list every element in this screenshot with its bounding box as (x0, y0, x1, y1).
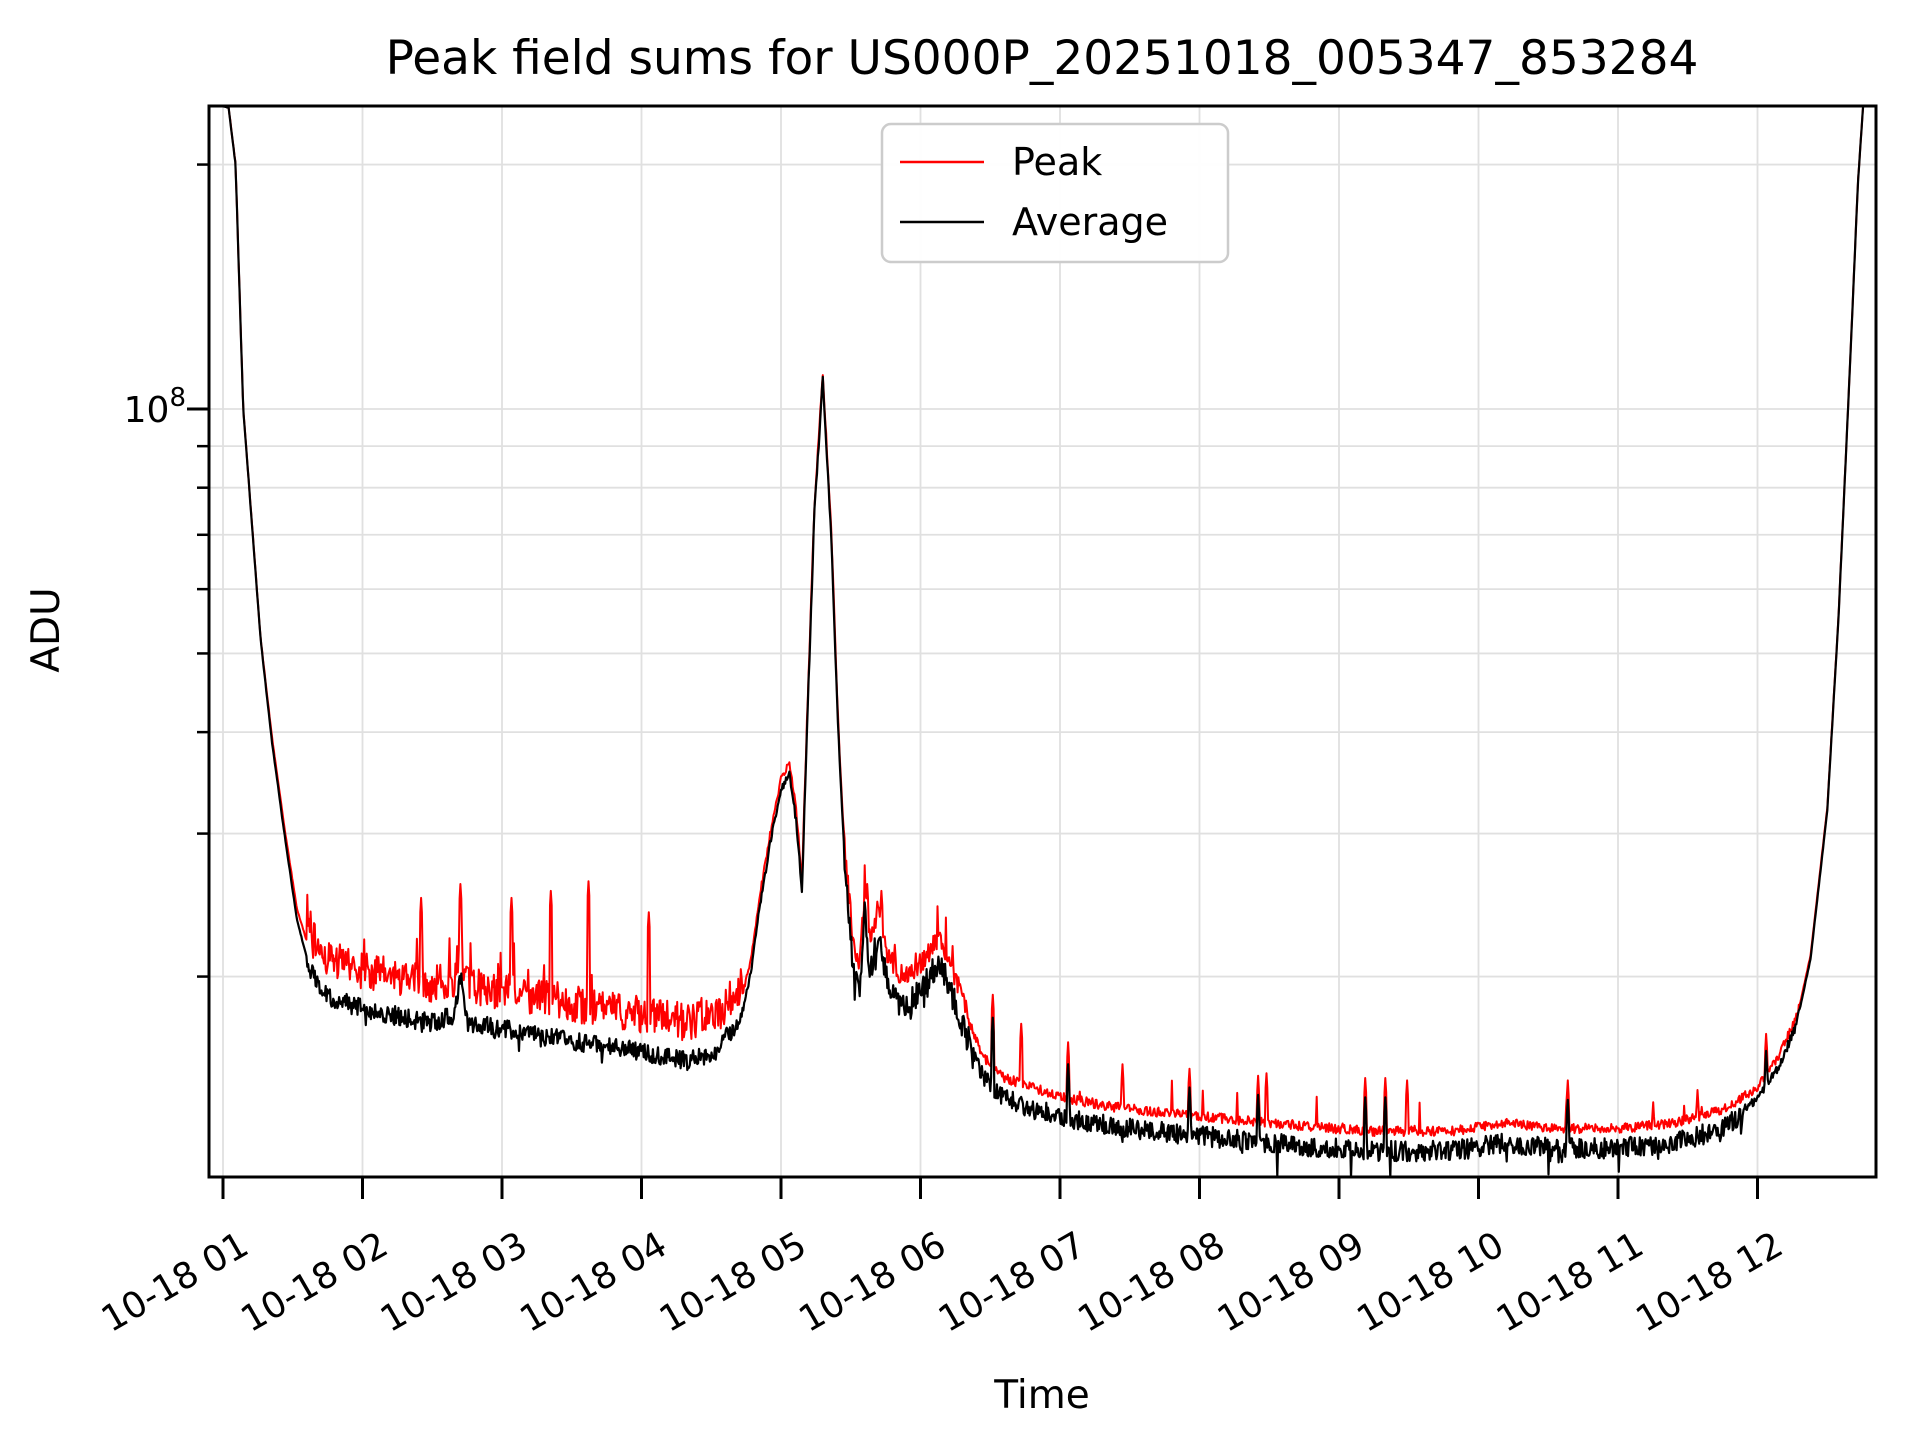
x-tick-label: 10-18 11 (1490, 1224, 1651, 1340)
x-tick-label: 10-18 02 (234, 1224, 395, 1340)
series-average-line (216, 105, 1865, 1178)
legend-label-average: Average (1012, 200, 1168, 244)
x-tick-label: 10-18 07 (932, 1224, 1093, 1340)
x-tick-label: 10-18 12 (1629, 1224, 1790, 1340)
y-tick-label: 108 (124, 383, 186, 431)
x-tick-label: 10-18 04 (513, 1224, 674, 1340)
x-axis-label: Time (993, 1373, 1089, 1418)
legend-box (880, 122, 1230, 264)
x-tick-label: 10-18 09 (1211, 1224, 1372, 1340)
x-tick-label: 10-18 10 (1350, 1224, 1511, 1340)
legend-label-peak: Peak (1012, 140, 1102, 184)
legend: Peak Average (880, 122, 1230, 264)
series-peak-line (218, 105, 1865, 1137)
x-tick-label: 10-18 06 (792, 1224, 953, 1340)
x-tick-label: 10-18 03 (374, 1224, 535, 1340)
x-tick-label: 10-18 08 (1071, 1224, 1232, 1340)
plot-border (207, 104, 1878, 1179)
grid-lines (209, 106, 1876, 1177)
chart-title: Peak field sums for US000P_20251018_0053… (386, 31, 1699, 86)
y-axis-label: ADU (24, 587, 69, 672)
x-tick-label: 10-18 01 (95, 1224, 256, 1340)
x-tick-label: 10-18 05 (653, 1224, 814, 1340)
